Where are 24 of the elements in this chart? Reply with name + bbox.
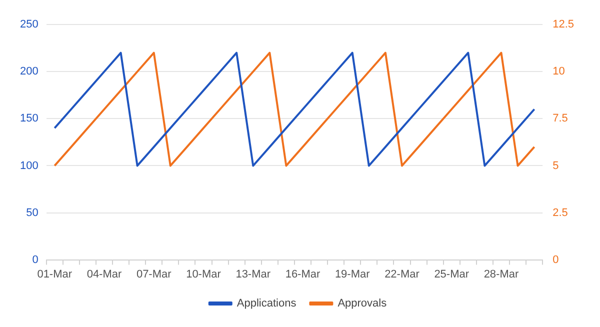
x-tick-label: 04-Mar [86,268,122,280]
y2-tick-label: 2.5 [552,206,568,219]
x-tick-label: 16-Mar [285,268,320,280]
y-tick-label: 0 [32,254,38,266]
y2-tick-label: 0 [552,254,559,266]
y2-tick-label: 5 [552,160,559,172]
x-tick-label: 19-Mar [334,268,370,280]
x-tick-label: 22-Mar [384,268,420,280]
x-tick-label: 28-Mar [484,268,519,280]
y-tick-label: 150 [20,112,38,125]
legend-label: Applications [236,298,297,310]
x-tick-label: 13-Mar [236,268,271,280]
x-tick-label: 10-Mar [186,268,222,280]
legend-label: Approvals [338,298,388,310]
x-tick-label: 01-Mar [37,268,72,280]
y-tick-label: 250 [20,18,38,31]
y2-tick-label: 7.5 [552,112,568,125]
y-tick-label: 100 [20,160,38,172]
y-tick-label: 50 [26,206,38,219]
x-tick-label: 07-Mar [136,268,172,280]
x-tick-label: 25-Mar [434,268,470,280]
y2-tick-label: 10 [552,66,565,78]
y-tick-label: 200 [20,66,38,78]
y2-tick-label: 12.5 [552,18,574,31]
